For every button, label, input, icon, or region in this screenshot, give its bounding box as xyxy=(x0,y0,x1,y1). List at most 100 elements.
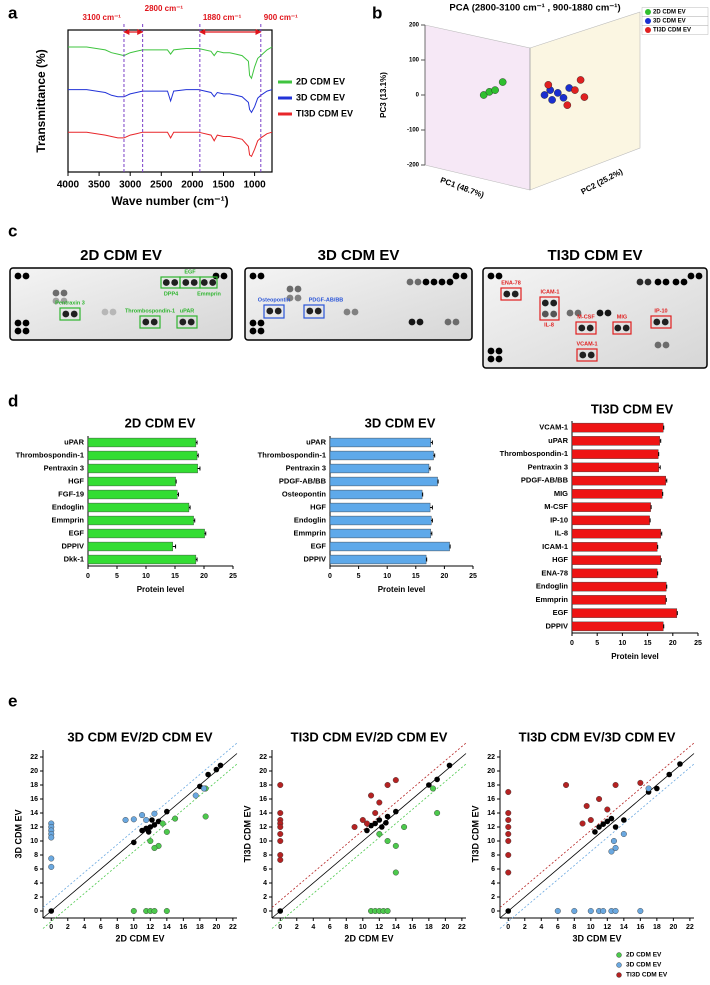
blot-spot xyxy=(22,327,30,335)
point xyxy=(654,785,660,792)
error-bar xyxy=(650,505,652,510)
legend-label: TI3D CDM EV xyxy=(653,28,691,34)
blot-spot xyxy=(212,272,220,280)
blot-spot xyxy=(52,289,60,297)
spectrum-line xyxy=(68,46,273,80)
blot-image xyxy=(9,267,233,341)
point xyxy=(363,820,370,827)
point xyxy=(429,785,436,792)
error-bar xyxy=(430,440,433,445)
category-label: ENA-78 xyxy=(541,568,568,577)
spectrum-line xyxy=(68,131,273,158)
category-label: PDGF-AB/BB xyxy=(279,476,327,485)
y-axis-label: TI3D CDM EV xyxy=(470,805,480,862)
legend-label: 2D CDM EV xyxy=(653,10,686,16)
legend-box xyxy=(641,25,709,35)
bar xyxy=(571,515,650,526)
blot-spot xyxy=(452,318,460,326)
blot-spot xyxy=(460,272,468,280)
x-tick-label: 10 xyxy=(130,924,138,931)
spot-box xyxy=(612,321,632,335)
point xyxy=(612,908,619,915)
y-tick-label: 20 xyxy=(259,768,267,775)
category-label: VCAM-1 xyxy=(539,423,568,432)
bar xyxy=(571,422,664,433)
blot-spot xyxy=(52,297,60,305)
x-tick-label: 22 xyxy=(686,924,694,931)
y-tick-label: 6 xyxy=(263,866,267,873)
guide-line xyxy=(42,742,238,908)
error-bar xyxy=(430,531,433,536)
error-bar xyxy=(666,584,668,589)
y-tick-label: 18 xyxy=(259,782,267,789)
legend-label: 3D CDM EV xyxy=(653,19,686,25)
blot-spot xyxy=(596,309,604,317)
category-label: Emmprin xyxy=(293,528,326,537)
bar xyxy=(329,489,423,500)
error-bar xyxy=(172,544,177,549)
spot-box xyxy=(576,348,598,362)
spot-box xyxy=(263,304,285,319)
point xyxy=(426,782,432,788)
point xyxy=(139,827,145,834)
blot-spot xyxy=(495,272,503,280)
point xyxy=(364,827,370,834)
x-tick-label: 0 xyxy=(328,573,332,580)
y-tick-label: 200 xyxy=(409,23,420,29)
point xyxy=(147,838,154,845)
category-label: EGF xyxy=(69,528,85,537)
point xyxy=(48,855,55,862)
point xyxy=(608,815,615,822)
blot-image xyxy=(482,267,708,369)
y-tick-label: 8 xyxy=(263,852,267,859)
blot-spot xyxy=(286,294,294,302)
x-tick-label: 25 xyxy=(694,640,702,647)
x-tick-label: 10 xyxy=(619,640,627,647)
bar xyxy=(329,463,430,474)
category-label: EGF xyxy=(553,608,569,617)
x-tick-label: 0 xyxy=(506,924,510,931)
point xyxy=(505,908,512,914)
blot-spot xyxy=(187,318,195,326)
blot-spot xyxy=(444,318,452,326)
guide-line xyxy=(499,763,695,929)
blot-spot xyxy=(343,308,351,316)
x-tick-label: 0 xyxy=(278,924,282,931)
point xyxy=(434,776,440,783)
bar xyxy=(87,450,198,461)
pca-right-wall xyxy=(529,11,641,191)
category-label: Dkk-1 xyxy=(64,554,84,563)
blot-spot xyxy=(294,294,302,302)
x-tick-label: 18 xyxy=(196,924,204,931)
category-label: HGF xyxy=(310,502,326,511)
spot-label: IP-10 xyxy=(654,308,667,314)
blot-spot xyxy=(314,307,322,315)
panel-label: a xyxy=(8,3,18,22)
blot-spot xyxy=(408,318,416,326)
error-bar xyxy=(197,453,199,458)
error-bar xyxy=(195,440,198,445)
y-axis-label: PC3 (13.1%) xyxy=(379,72,388,118)
point xyxy=(172,815,179,822)
annotation-label: 3100 cm⁻¹ xyxy=(83,13,122,22)
guide-line xyxy=(42,753,238,919)
blot-image xyxy=(244,267,473,341)
blot-spot xyxy=(62,310,70,318)
x-tick-label: 8 xyxy=(344,924,348,931)
bar xyxy=(571,449,659,459)
y-tick-label: 16 xyxy=(30,796,38,803)
x-tick-label: 10 xyxy=(587,924,595,931)
spot-box xyxy=(575,321,597,335)
blot-spot xyxy=(22,319,30,327)
blot-spot xyxy=(14,319,22,327)
error-bar xyxy=(204,531,207,536)
point xyxy=(505,852,512,859)
category-label: DPPIV xyxy=(303,554,326,563)
x-tick-label: 2 xyxy=(295,924,299,931)
x-tick-label: 5 xyxy=(595,640,599,647)
point xyxy=(384,782,391,789)
blot-spot xyxy=(266,307,274,315)
panel-label: b xyxy=(372,3,382,22)
point xyxy=(383,820,389,826)
point xyxy=(277,831,284,838)
